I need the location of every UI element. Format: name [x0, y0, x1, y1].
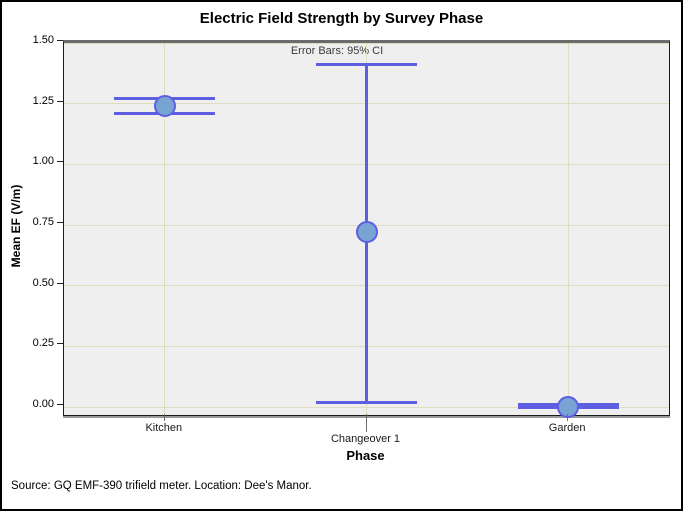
- error-bars-annotation: Error Bars: 95% CI: [290, 45, 384, 57]
- y-tick-label: 1.50: [32, 34, 54, 46]
- gridline-v: [164, 43, 166, 415]
- y-tick-label: 1.25: [32, 94, 54, 107]
- y-tick: [57, 404, 63, 405]
- plot-area: Error Bars: 95% CI: [63, 40, 670, 418]
- x-tick: [567, 414, 569, 421]
- y-tick: [57, 100, 63, 102]
- y-tick-label: 0.50: [32, 276, 54, 289]
- gridline-v: [567, 43, 569, 415]
- y-tick: [57, 282, 63, 284]
- x-axis-title: Phase: [346, 448, 385, 463]
- y-tick-label: 0.25: [32, 337, 54, 350]
- y-tick-label: 0.00: [32, 398, 54, 410]
- data-point-marker: [153, 95, 176, 118]
- chart-title: Electric Field Strength by Survey Phase: [199, 10, 484, 27]
- y-tick: [57, 343, 63, 345]
- error-bar-cap-top: [316, 63, 417, 67]
- y-tick: [57, 222, 63, 223]
- y-tick: [57, 161, 63, 163]
- x-tick: [163, 414, 165, 421]
- x-tick: [365, 414, 367, 432]
- y-tick-label: 0.75: [32, 216, 54, 228]
- data-point-marker: [557, 396, 580, 418]
- x-category-label: Kitchen: [145, 422, 183, 434]
- y-tick: [57, 40, 63, 41]
- data-point-marker: [355, 221, 378, 244]
- y-tick-label: 1.00: [32, 155, 54, 168]
- x-category-label: Changeover 1: [330, 433, 401, 445]
- x-category-label: Garden: [548, 422, 586, 434]
- source-footnote: Source: GQ EMF-390 trifield meter. Locat…: [11, 480, 312, 492]
- error-bar-cap-bottom: [316, 400, 417, 404]
